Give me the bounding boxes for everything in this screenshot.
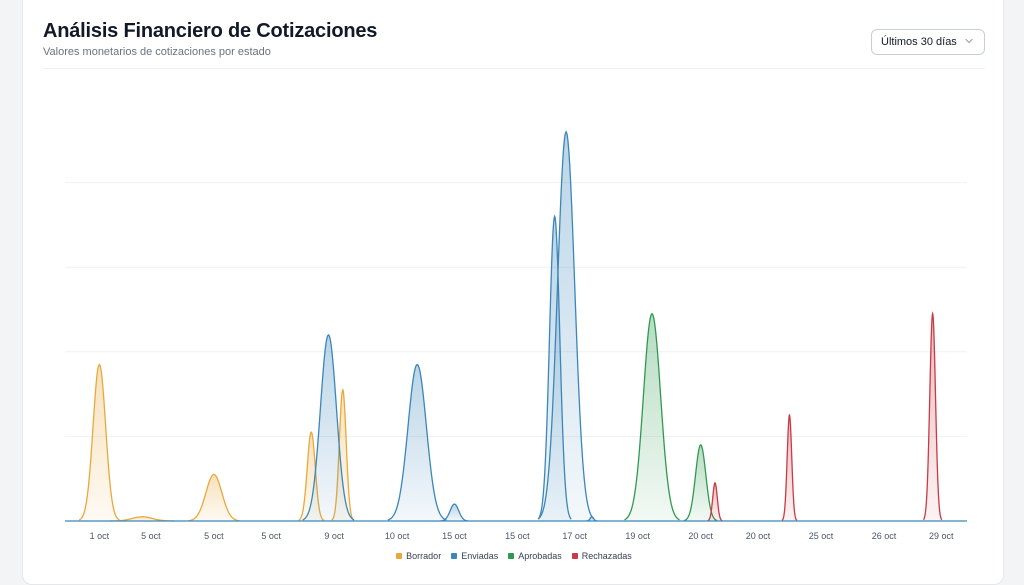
legend-label: Rechazadas — [581, 551, 632, 561]
page-subtitle: Valores monetarios de cotizaciones por e… — [43, 46, 271, 58]
page-title: Análisis Financiero de Cotizaciones — [43, 20, 378, 42]
legend-swatch — [451, 553, 458, 559]
series-rechazadas — [707, 311, 943, 522]
legend-item-aprobadas[interactable]: Aprobadas — [508, 551, 562, 561]
area-chart: 1 oct 5 oct 5 oct 5 oct 9 oct 10 oct 15 oct 15 … — [65, 130, 967, 541]
x-tick-label: 5 oct — [261, 531, 281, 541]
x-tick-label: 17 oct — [562, 531, 587, 541]
line-peak-borrador — [78, 363, 120, 521]
x-tick-label: 15 oct — [442, 531, 467, 541]
x-tick-label: 5 oct — [204, 531, 224, 541]
date-range-select[interactable]: Últimos 30 días — [871, 29, 985, 55]
line-peak-aprobadas — [624, 312, 680, 521]
date-range-value: Últimos 30 días — [881, 36, 957, 48]
x-tick-label: 9 oct — [324, 531, 344, 541]
legend-swatch — [571, 553, 578, 559]
area-peak-borrador — [188, 474, 240, 521]
x-tick-label: 15 oct — [505, 531, 530, 541]
line-peak-borrador — [188, 473, 240, 522]
x-tick-label: 20 oct — [746, 531, 771, 541]
legend-swatch — [508, 553, 515, 559]
area-peak-enviadas — [440, 504, 469, 521]
chart-legend: Borrador Enviadas Aprobadas Rechazadas — [23, 551, 1005, 565]
area-peak-borrador — [79, 364, 120, 521]
chevron-down-icon — [965, 38, 973, 44]
area-peak-aprobadas — [624, 313, 680, 521]
area-peak-rechazadas — [782, 415, 797, 521]
x-tick-label: 26 oct — [872, 531, 897, 541]
line-peak-enviadas — [302, 333, 355, 521]
legend-item-borrador[interactable]: Borrador — [396, 551, 441, 561]
card-header: Análisis Financiero de Cotizaciones Valo… — [43, 20, 985, 69]
legend-swatch — [396, 553, 403, 559]
x-tick-label: 19 oct — [625, 531, 650, 541]
series-aprobadas — [624, 312, 718, 522]
legend-label: Aprobadas — [518, 551, 562, 561]
line-peak-rechazadas — [781, 413, 798, 521]
area-peak-enviadas — [387, 364, 447, 521]
x-tick-label: 10 oct — [385, 531, 410, 541]
line-peak-enviadas — [538, 130, 595, 520]
x-tick-label: 20 oct — [688, 531, 713, 541]
legend-item-enviadas[interactable]: Enviadas — [451, 551, 498, 561]
x-tick-label: 5 oct — [141, 531, 161, 541]
x-tick-label: 29 oct — [929, 531, 954, 541]
line-peak-rechazadas — [922, 311, 943, 521]
series-enviadas — [302, 130, 598, 522]
legend-item-rechazadas[interactable]: Rechazadas — [571, 551, 632, 561]
legend-label: Borrador — [406, 551, 442, 561]
legend-label: Enviadas — [461, 551, 499, 561]
area-peak-rechazadas — [923, 313, 942, 521]
chart-card: Análisis Financiero de Cotizaciones Valo… — [22, 0, 1004, 585]
line-peak-enviadas — [387, 363, 447, 521]
x-tick-label: 1 oct — [90, 531, 110, 541]
x-tick-label: 25 oct — [809, 531, 834, 541]
line-peak-rechazadas — [707, 482, 723, 522]
line-peak-enviadas — [440, 503, 469, 522]
